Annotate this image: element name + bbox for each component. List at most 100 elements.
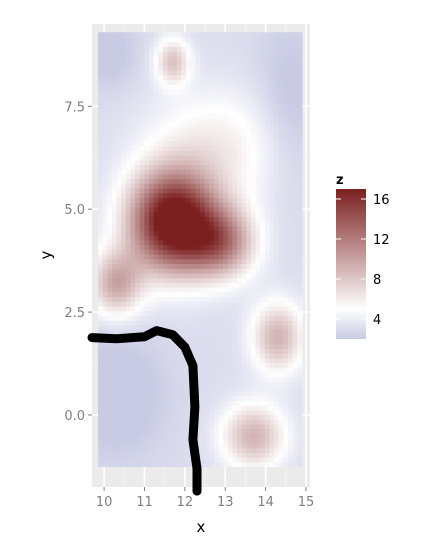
heatmap-cell [199, 93, 206, 99]
heatmap-cell [227, 65, 234, 71]
heatmap-cell [255, 452, 261, 458]
heatmap-cell [255, 187, 261, 194]
heatmap-cell [107, 315, 113, 321]
heatmap-cell [283, 296, 289, 302]
heatmap-cell [269, 334, 275, 340]
heatmap-cell [209, 249, 215, 255]
heatmap-cell [223, 225, 229, 232]
heatmap-cell [278, 296, 284, 302]
heatmap-cell [250, 183, 257, 189]
heatmap-cell [190, 239, 196, 246]
heatmap-cell [121, 268, 127, 274]
heatmap-cell [167, 88, 173, 95]
heatmap-cell [227, 409, 234, 416]
heatmap-cell [241, 324, 247, 331]
heatmap-cell [260, 282, 266, 288]
heatmap-cell [172, 117, 178, 123]
heatmap-cell [213, 456, 220, 463]
heatmap-cell [260, 192, 266, 199]
heatmap-cell [162, 372, 169, 378]
heatmap-cell [241, 36, 247, 43]
heatmap-cell [135, 103, 141, 109]
heatmap-cell [186, 329, 192, 335]
heatmap-cell [255, 301, 261, 307]
heatmap-cell [190, 65, 196, 71]
heatmap-cell [288, 140, 294, 147]
heatmap-cell [199, 334, 206, 340]
heatmap-cell [255, 428, 261, 434]
heatmap-cell [172, 372, 178, 378]
heatmap-cell [98, 187, 104, 194]
heatmap-cell [172, 107, 178, 114]
heatmap-cell [223, 438, 229, 444]
heatmap-cell [98, 230, 104, 236]
heatmap-cell [130, 65, 136, 71]
heatmap-cell [186, 324, 192, 331]
heatmap-cell [223, 121, 229, 128]
heatmap-cell [269, 32, 275, 38]
heatmap-cell [255, 310, 261, 316]
heatmap-cell [176, 117, 183, 123]
heatmap-cell [98, 206, 104, 213]
heatmap-cell [250, 69, 257, 76]
heatmap-cell [190, 272, 196, 279]
heatmap-cell [246, 357, 252, 364]
heatmap-cell [232, 423, 238, 430]
heatmap-cell [213, 206, 220, 213]
heatmap-cell [153, 41, 159, 47]
heatmap-cell [153, 282, 159, 288]
heatmap-cell [162, 452, 169, 458]
heatmap-cell [213, 329, 220, 335]
heatmap-cell [121, 258, 127, 265]
heatmap-cell [218, 145, 224, 151]
heatmap-cell [292, 93, 298, 99]
heatmap-cell [149, 93, 155, 99]
heatmap-cell [232, 268, 238, 274]
heatmap-cell [162, 41, 169, 47]
heatmap-cell [232, 221, 238, 227]
heatmap-cell [274, 131, 280, 137]
heatmap-cell [162, 367, 169, 373]
heatmap-cell [264, 183, 271, 189]
heatmap-cell [204, 173, 210, 180]
heatmap-cell [107, 173, 113, 180]
heatmap-cell [153, 206, 159, 213]
heatmap-cell [172, 320, 178, 326]
heatmap-cell [158, 428, 164, 434]
heatmap-cell [158, 239, 164, 246]
heatmap-cell [116, 197, 122, 203]
heatmap-cell [246, 324, 252, 331]
heatmap-cell [195, 187, 201, 194]
heatmap-cell [255, 315, 261, 321]
heatmap-cell [135, 169, 141, 175]
heatmap-cell [241, 376, 247, 383]
heatmap-cell [176, 145, 183, 151]
heatmap-cell [250, 117, 257, 123]
heatmap-cell [172, 277, 178, 283]
heatmap-cell [139, 390, 145, 397]
heatmap-cell [223, 103, 229, 109]
heatmap-cell [288, 428, 294, 434]
heatmap-cell [176, 131, 183, 137]
heatmap-cell [260, 107, 266, 114]
heatmap-cell [149, 74, 155, 81]
heatmap-cell [102, 60, 108, 66]
heatmap-cell [278, 211, 284, 217]
heatmap-cell [186, 305, 192, 312]
heatmap-cell [116, 55, 122, 62]
heatmap-cell [111, 159, 118, 165]
heatmap-cell [116, 376, 122, 383]
heatmap-cell [288, 447, 294, 453]
heatmap-cell [213, 32, 220, 38]
heatmap-cell [158, 235, 164, 241]
heatmap-cell [260, 362, 266, 368]
heatmap-cell [241, 235, 247, 241]
heatmap-cell [292, 88, 298, 95]
heatmap-cell [199, 353, 206, 359]
heatmap-cell [209, 452, 215, 458]
heatmap-cell [255, 206, 261, 213]
heatmap-cell [199, 159, 206, 165]
heatmap-cell [135, 178, 141, 184]
heatmap-cell [209, 390, 215, 397]
heatmap-cell [255, 159, 261, 165]
